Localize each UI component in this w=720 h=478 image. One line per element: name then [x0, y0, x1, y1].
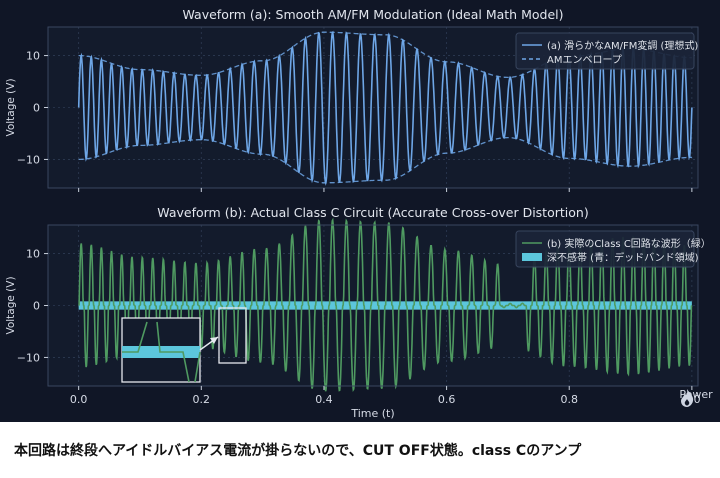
x-tick-label: 0.0: [70, 393, 88, 406]
zoom-source-box: [218, 307, 247, 364]
y-tick-label: 0: [33, 102, 40, 115]
y-tick-label: 0: [33, 300, 40, 313]
x-tick-label: 0.6: [438, 393, 456, 406]
zoom-waveform: [122, 321, 201, 383]
chart-canvas: −10 0 10 Waveform (a): Smooth AM/FM Modulat…: [5, 7, 711, 420]
watermark: Power: [676, 388, 716, 407]
legend: (b) 実際のClass C回路な波形（緑）深不感帯 (青：デッドバンド領域): [515, 230, 711, 268]
y-axis-label: Voltage (V): [5, 276, 17, 334]
y-tick-label: −10: [17, 153, 40, 166]
waveform-line: [77, 30, 693, 186]
x-tick-label: 0.2: [193, 393, 211, 406]
envelope-lower: [78, 136, 692, 184]
y-axis-label: Voltage (V): [5, 78, 17, 136]
caption: 本回路は終段へアイドルバイアス電流が掛らないので、CUT OFF状態。class…: [14, 443, 582, 459]
chart-title: Waveform (a): Smooth AM/FM Modulation (I…: [182, 7, 563, 22]
y-tick-label: −10: [17, 351, 40, 364]
legend: (a) 滑らかなAM/FM変調 (理想式) AMエンベロープ: [515, 32, 698, 70]
legend-label: (a) 滑らかなAM/FM変調 (理想式): [547, 39, 698, 52]
legend-label: 深不感帯 (青：デッドバンド領域): [547, 251, 699, 264]
chart-title: Waveform (b): Actual Class C Circuit (Ac…: [157, 205, 588, 220]
legend-box: [515, 32, 695, 70]
zoom-inset: [121, 307, 247, 383]
figure: −10 0 10 Waveform (a): Smooth AM/FM Modulat…: [0, 0, 720, 422]
legend-box: [515, 230, 695, 268]
zoom-arrow-head: [210, 337, 218, 344]
x-tick-label: 0.8: [560, 393, 578, 406]
x-tick-label: 0.4: [315, 393, 333, 406]
legend-swatch: [522, 253, 542, 261]
x-axis-label: Time (t): [350, 407, 394, 420]
y-tick-label: 10: [26, 50, 40, 63]
flame-logo-icon: [681, 389, 694, 407]
chart-panel-a: −10 0 10 Waveform (a): Smooth AM/FM Modulat…: [5, 7, 699, 192]
y-tick-label: 10: [26, 248, 40, 261]
legend-label: AMエンベロープ: [547, 54, 622, 66]
legend-label: (b) 実際のClass C回路な波形（緑）: [547, 237, 711, 250]
